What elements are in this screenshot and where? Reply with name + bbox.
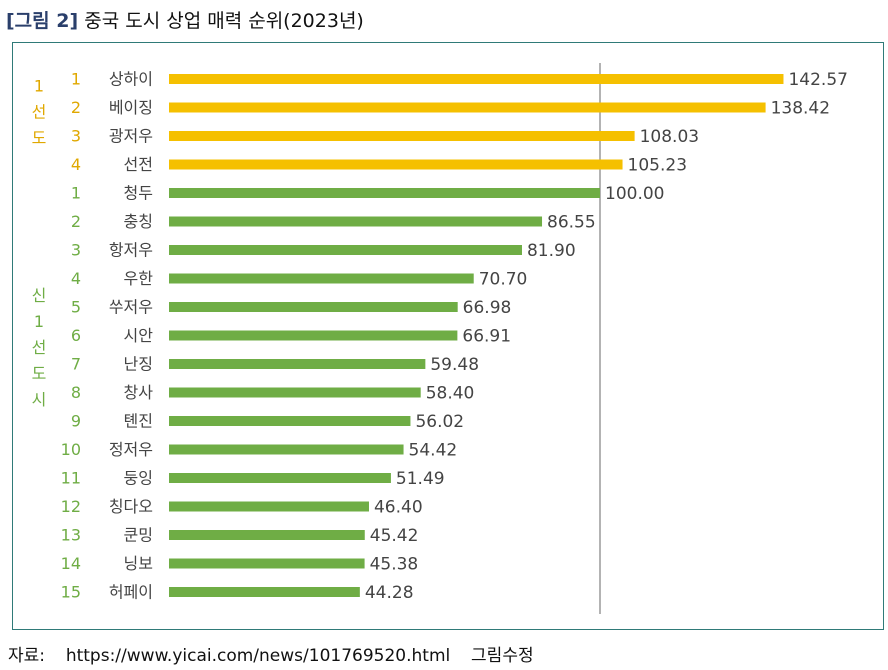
value-label: 54.42 (409, 441, 458, 461)
source-note: 자료: https://www.yicai.com/news/101769520… (8, 641, 534, 666)
value-label: 58.40 (426, 384, 475, 404)
city-label: 우한 (124, 269, 154, 288)
group-label-char: 1 (34, 312, 44, 331)
value-label: 105.23 (628, 156, 687, 176)
value-label: 70.70 (479, 270, 528, 290)
bar (169, 216, 543, 227)
value-label: 86.55 (547, 213, 596, 233)
group-label-char: 신 (32, 286, 47, 305)
rank-label: 2 (71, 98, 81, 117)
bar (169, 273, 474, 284)
rank-label: 9 (71, 412, 81, 431)
rank-label: 7 (71, 355, 81, 374)
rank-label: 4 (71, 155, 81, 174)
value-label: 45.38 (370, 555, 419, 575)
figure-title-text: 중국 도시 상업 매력 순위(2023년) (84, 10, 364, 32)
rank-label: 3 (71, 241, 81, 260)
group-label-char: 도 (32, 364, 47, 383)
city-label: 베이징 (109, 98, 153, 117)
rank-label: 12 (61, 497, 81, 516)
value-label: 44.28 (365, 583, 414, 603)
city-label: 쑤저우 (109, 298, 153, 317)
bar (169, 102, 766, 113)
bar (169, 245, 522, 255)
city-label: 톈진 (124, 412, 153, 431)
group-label-char: 시 (32, 390, 47, 409)
bar (169, 530, 365, 540)
value-label: 45.42 (370, 526, 419, 546)
bar (169, 444, 404, 455)
city-label: 닝보 (124, 554, 153, 573)
value-label: 46.40 (374, 498, 423, 518)
city-label: 청두 (124, 184, 153, 203)
city-label: 난징 (124, 355, 153, 374)
rank-label: 2 (71, 212, 81, 231)
value-label: 59.48 (430, 355, 479, 375)
rank-label: 11 (61, 469, 81, 488)
bar (169, 387, 421, 398)
rank-label: 6 (71, 326, 81, 345)
city-label: 항저우 (109, 241, 153, 260)
value-label: 138.42 (771, 99, 830, 119)
value-label: 81.90 (527, 241, 576, 261)
bar (169, 330, 458, 341)
bar (169, 558, 365, 569)
figure-title: [그림 2] 중국 도시 상업 매력 순위(2023년) (6, 6, 364, 33)
rank-label: 8 (71, 383, 81, 402)
value-label: 66.98 (463, 298, 512, 318)
rank-label: 3 (71, 127, 81, 146)
bar (169, 473, 391, 483)
source-label: 자료: (8, 646, 46, 666)
city-label: 충칭 (124, 212, 153, 231)
bar (169, 416, 411, 426)
group-label-char: 1 (34, 77, 44, 96)
bar (169, 131, 635, 141)
bar (169, 359, 426, 369)
city-label: 선전 (124, 155, 153, 174)
value-label: 100.00 (605, 184, 664, 204)
value-label: 142.57 (788, 70, 847, 90)
city-label: 시안 (124, 326, 154, 345)
group-label-char: 선 (32, 103, 47, 122)
rank-label: 5 (71, 298, 81, 317)
bar (169, 501, 369, 512)
rank-label: 4 (71, 269, 81, 288)
city-label: 상하이 (109, 70, 153, 89)
rank-label: 1 (71, 184, 81, 203)
city-label: 허페이 (109, 583, 153, 602)
rank-label: 14 (61, 554, 81, 573)
rank-label: 13 (61, 526, 81, 545)
source-url[interactable]: https://www.yicai.com/news/101769520.htm… (65, 646, 451, 666)
chart-frame (12, 42, 884, 630)
city-label: 광저우 (109, 127, 153, 146)
group-label-char: 도 (32, 129, 47, 148)
bar (169, 74, 784, 84)
city-label: 창사 (124, 383, 154, 402)
group-label-char: 선 (32, 338, 47, 357)
bar (169, 302, 458, 312)
rank-label: 1 (71, 70, 81, 89)
value-label: 108.03 (640, 127, 699, 147)
city-label: 정저우 (109, 440, 153, 459)
source-edit-note: 그림수정 (471, 646, 534, 666)
value-label: 51.49 (396, 469, 445, 489)
city-label: 둥잉 (124, 469, 153, 488)
bar (169, 587, 360, 597)
bar (169, 159, 623, 170)
rank-label: 10 (61, 440, 81, 459)
bar (169, 188, 600, 198)
value-label: 56.02 (415, 412, 464, 432)
figure-label: [그림 2] (6, 10, 79, 32)
city-label: 쿤밍 (124, 526, 153, 545)
city-label: 칭다오 (109, 497, 153, 516)
rank-label: 15 (61, 583, 81, 602)
value-label: 66.91 (462, 327, 511, 347)
